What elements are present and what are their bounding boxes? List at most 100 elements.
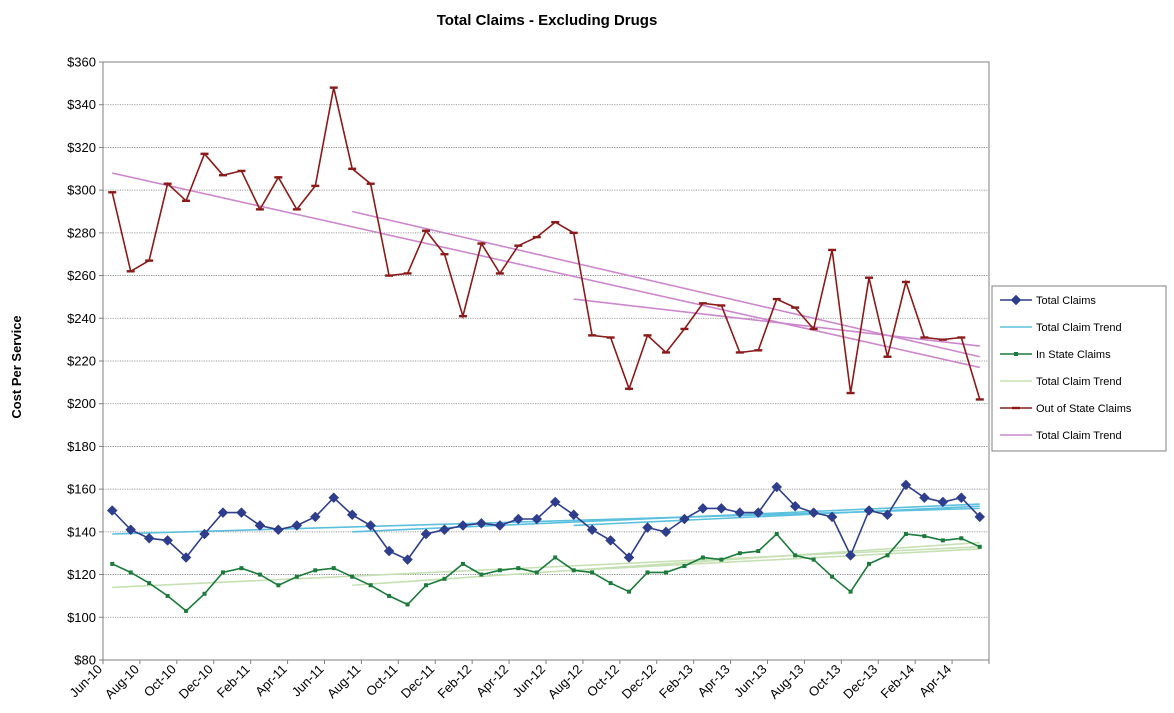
data-point [403,272,412,275]
data-point [180,552,192,563]
data-point [514,244,523,247]
data-point [682,564,687,569]
data-point [494,520,506,531]
x-tick-label: Jun-12 [509,662,548,701]
data-point [756,549,761,554]
data-point [420,528,432,540]
data-point [440,253,449,256]
data-point [551,220,560,224]
chart-title: Total Claims - Excluding Drugs [437,12,658,29]
data-point [608,581,613,586]
data-point [919,492,930,504]
y-tick-label: $160 [67,482,96,497]
data-point [772,297,781,301]
series-line [111,483,981,561]
data-point [202,591,207,596]
data-point [846,391,855,395]
data-point [331,566,336,571]
x-tick-label: Apr-13 [694,662,732,700]
data-point [237,169,246,173]
data-point [458,314,467,318]
legend-label: Total Claims [1036,295,1096,307]
legend-label: Total Claim Trend [1036,430,1122,442]
y-tick-label: $180 [67,439,96,454]
data-point [495,272,504,275]
data-point [606,336,615,339]
trend-line [352,210,980,358]
data-point [885,553,890,558]
data-point [328,492,340,504]
data-point [553,555,558,560]
data-point [955,492,967,504]
data-point [865,276,874,279]
data-point [700,555,705,560]
x-tick-label: Dec-12 [619,662,659,702]
legend-label: Out of State Claims [1036,403,1132,415]
y-tick-label: $200 [67,396,96,411]
data-point [385,274,394,277]
legend-marker [1014,352,1018,356]
data-point [477,242,486,245]
data-point [698,302,707,305]
data-point [405,602,410,607]
data-point [220,570,225,575]
data-point [660,526,672,538]
data-point [645,570,650,575]
data-point [826,511,838,523]
data-point [957,336,966,339]
data-point [512,513,524,525]
x-tick-label: Apr-14 [916,662,954,700]
x-tick-label: Feb-11 [214,662,253,701]
x-tick-label: Jun-11 [289,662,327,700]
data-point [476,517,487,529]
data-point [752,507,764,518]
data-point [497,568,502,573]
data-point [901,280,910,284]
data-point [291,520,303,531]
data-point [974,511,986,523]
trend-line [112,546,980,589]
data-point [145,259,154,262]
x-tick-label: Feb-13 [656,662,696,702]
data-point [365,520,376,531]
legend-box [991,285,1167,452]
trend-line [573,298,980,347]
data-point [125,524,137,536]
data-point [737,551,742,556]
data-point [162,535,173,546]
series-lines [106,86,986,613]
x-tick-label: Aug-10 [102,662,142,702]
data-point [754,349,763,352]
x-tick-label: Jun-13 [731,662,770,701]
data-point [442,576,447,581]
data-point [643,334,652,337]
data-point [679,513,690,525]
y-axis-ticks: $80 $100 $120 $140 $160 $180 $200 $220 $240 $260 $… [67,55,103,668]
legend-label: In State Claims [1036,349,1111,361]
data-point [977,544,982,549]
y-tick-label: $80 [74,653,96,668]
data-point [532,235,541,239]
data-point [273,524,284,536]
data-point [254,520,266,531]
data-point [147,581,152,586]
data-point [126,270,135,273]
data-point [789,500,801,512]
data-point [182,199,191,203]
legend: Total Claims Total Claim Trend In State Cl… [991,285,1167,452]
x-tick-label: Dec-13 [840,662,880,702]
data-point [940,538,945,543]
data-point [402,554,413,565]
data-point [128,570,133,575]
y-tick-label: $220 [67,354,96,369]
x-tick-label: Aug-13 [766,662,806,702]
series-line [111,87,981,400]
data-point [697,503,709,514]
data-point [623,552,635,563]
data-point [793,553,798,558]
trend-lines [112,172,980,589]
data-point [809,327,818,331]
